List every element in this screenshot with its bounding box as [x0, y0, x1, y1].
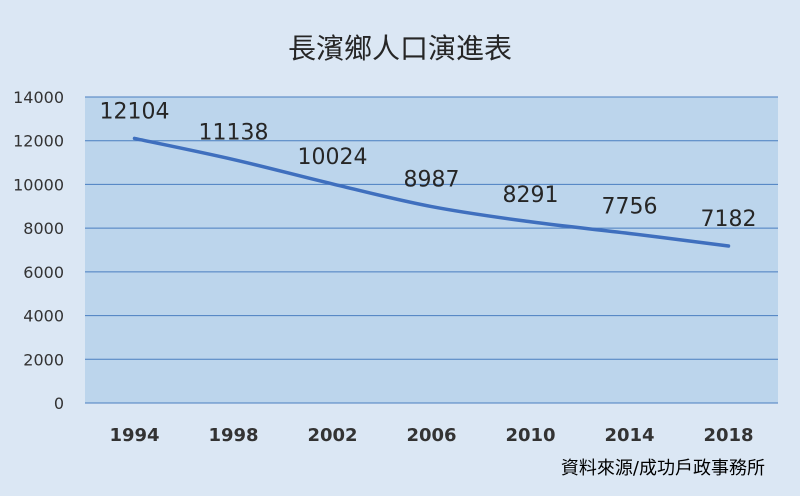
- chart-title: 長濱鄉人口演進表: [288, 32, 512, 65]
- data-label: 7182: [701, 207, 757, 232]
- y-tick-label: 6000: [23, 263, 64, 282]
- x-tick-label: 2010: [505, 425, 555, 446]
- x-tick-label: 2014: [604, 425, 654, 446]
- x-tick-label: 2002: [307, 425, 357, 446]
- data-label: 10024: [298, 145, 368, 170]
- data-label: 11138: [199, 121, 269, 146]
- series-line: [132, 136, 731, 248]
- gridlines: [85, 96, 778, 404]
- data-labels: 12104 11138 10024 8987 8291 7756 7182: [100, 99, 757, 232]
- x-axis-tick-labels: 1994 1998 2002 2006 2010 2014 2018: [109, 425, 753, 446]
- y-tick-label: 2000: [23, 350, 64, 369]
- y-tick-label: 0: [54, 394, 64, 413]
- source-note: 資料來源/成功戶政事務所: [561, 458, 765, 479]
- x-tick-label: 2006: [406, 425, 456, 446]
- data-label: 12104: [100, 99, 170, 124]
- y-tick-label: 4000: [23, 307, 64, 326]
- data-label: 7756: [602, 194, 658, 219]
- series-lines: [132, 136, 731, 248]
- y-tick-label: 8000: [23, 219, 64, 238]
- data-label: 8291: [503, 183, 559, 208]
- data-label: 8987: [404, 168, 460, 193]
- y-tick-label: 12000: [13, 132, 64, 151]
- x-tick-label: 2018: [703, 425, 753, 446]
- y-tick-label: 10000: [13, 175, 64, 194]
- x-tick-label: 1998: [208, 425, 258, 446]
- y-axis-tick-labels: 0 2000 4000 6000 8000 10000 12000 14000: [13, 88, 64, 413]
- x-tick-label: 1994: [109, 425, 159, 446]
- plot-area: [85, 97, 778, 403]
- y-tick-label: 14000: [13, 88, 64, 107]
